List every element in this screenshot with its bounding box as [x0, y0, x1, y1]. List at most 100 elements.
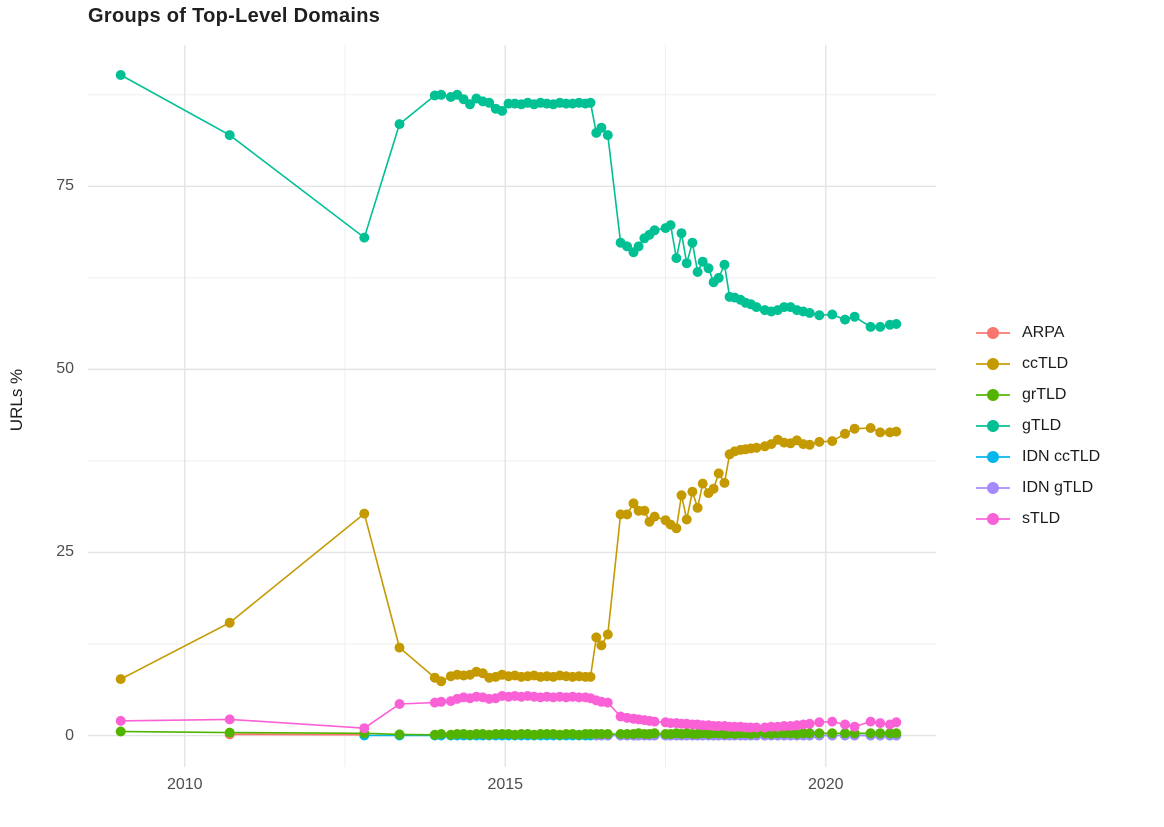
- data-point-gtld: [436, 89, 447, 100]
- legend-key-icon: [976, 481, 1010, 494]
- data-point-stld: [827, 716, 838, 727]
- legend-key-icon: [976, 450, 1010, 463]
- data-point-cctld: [639, 505, 650, 516]
- data-point-cctld: [875, 427, 886, 438]
- data-point-gtld: [827, 309, 838, 320]
- data-point-stld: [649, 716, 660, 727]
- data-point-grtld: [804, 728, 815, 739]
- series-stld: [115, 691, 902, 734]
- data-point-stld: [394, 699, 405, 709]
- legend-label: ARPA: [1022, 323, 1065, 341]
- data-point-grtld: [649, 728, 660, 739]
- data-point-cctld: [602, 629, 613, 640]
- data-point-cctld: [804, 439, 815, 450]
- x-tick-label: 2020: [807, 776, 844, 793]
- data-point-grtld: [865, 728, 876, 739]
- data-point-cctld: [585, 671, 596, 682]
- data-point-cctld: [436, 676, 447, 687]
- data-point-gtld: [596, 122, 607, 133]
- data-point-cctld: [865, 423, 876, 433]
- data-point-cctld: [676, 490, 687, 501]
- data-point-gtld: [849, 311, 860, 322]
- y-tick-label: 75: [56, 177, 74, 195]
- data-point-cctld: [681, 514, 692, 525]
- legend-label: sTLD: [1022, 509, 1061, 527]
- data-point-gtld: [865, 321, 876, 332]
- data-point-cctld: [596, 640, 607, 651]
- data-point-gtld: [585, 97, 596, 108]
- data-point-cctld: [224, 617, 235, 628]
- legend-key-icon: [976, 388, 1010, 401]
- data-point-stld: [865, 716, 876, 727]
- data-point-gtld: [814, 310, 825, 321]
- legend-entry-idn-cctld: IDN ccTLD: [976, 441, 1100, 472]
- data-point-stld: [891, 717, 902, 728]
- legend-label: gTLD: [1022, 416, 1062, 434]
- data-point-gtld: [697, 256, 708, 267]
- legend-label: ccTLD: [1022, 354, 1069, 372]
- series-line-cctld: [120, 427, 897, 683]
- data-point-gtld: [681, 258, 692, 269]
- data-point-grtld: [115, 726, 126, 737]
- data-point-cctld: [591, 632, 602, 643]
- legend-entry-cctld: ccTLD: [976, 348, 1100, 379]
- data-point-gtld: [719, 259, 730, 270]
- data-point-stld: [224, 714, 235, 725]
- series-line-gtld: [120, 74, 897, 328]
- data-point-grtld: [891, 728, 902, 739]
- data-point-gtld: [497, 105, 508, 116]
- data-point-cctld: [719, 477, 730, 488]
- data-point-gtld: [840, 314, 850, 325]
- data-point-grtld: [436, 729, 447, 739]
- legend-entry-gtld: gTLD: [976, 410, 1100, 441]
- data-point-grtld: [394, 729, 405, 740]
- series-arpa: [224, 729, 370, 740]
- data-point-gtld: [687, 237, 698, 248]
- data-point-cctld: [849, 423, 860, 434]
- legend-key-icon: [976, 357, 1010, 370]
- legend-label: IDN gTLD: [1022, 478, 1094, 496]
- series-grtld: [115, 726, 902, 740]
- minor-gridlines: [88, 45, 936, 767]
- data-point-gtld: [751, 302, 762, 313]
- data-point-stld: [602, 697, 613, 708]
- data-point-gtld: [713, 272, 724, 283]
- data-point-cctld: [891, 426, 902, 437]
- data-point-cctld: [692, 502, 703, 513]
- data-point-gtld: [875, 321, 886, 332]
- data-point-gtld: [465, 99, 475, 110]
- data-point-cctld: [394, 642, 405, 653]
- y-tick-label: 0: [65, 726, 74, 744]
- data-point-grtld: [814, 728, 825, 739]
- data-point-stld: [115, 715, 126, 726]
- series-gtld: [115, 70, 902, 332]
- legend-key-icon: [976, 419, 1010, 432]
- data-point-cctld: [697, 478, 708, 489]
- data-point-cctld: [115, 674, 126, 685]
- data-point-gtld: [394, 119, 405, 130]
- data-point-cctld: [359, 508, 370, 519]
- legend-label: IDN ccTLD: [1022, 447, 1101, 465]
- data-point-gtld: [622, 241, 633, 252]
- data-point-gtld: [665, 220, 676, 231]
- data-point-gtld: [359, 232, 370, 243]
- data-point-stld: [875, 718, 886, 729]
- data-point-cctld: [840, 428, 850, 439]
- data-point-stld: [751, 722, 762, 733]
- data-point-cctld: [708, 483, 719, 494]
- data-point-gtld: [703, 263, 714, 274]
- legend-entry-arpa: ARPA: [976, 317, 1100, 348]
- data-point-cctld: [671, 523, 682, 534]
- data-point-gtld: [633, 241, 644, 252]
- y-tick-label: 25: [56, 543, 74, 561]
- legend-label: grTLD: [1022, 385, 1067, 403]
- data-point-cctld: [827, 436, 838, 447]
- legend-entry-stld: sTLD: [976, 503, 1100, 534]
- data-point-gtld: [692, 267, 703, 277]
- data-point-cctld: [649, 511, 660, 522]
- data-point-gtld: [602, 130, 613, 141]
- legend-key-icon: [976, 512, 1010, 525]
- chart-title: Groups of Top-Level Domains: [88, 5, 381, 27]
